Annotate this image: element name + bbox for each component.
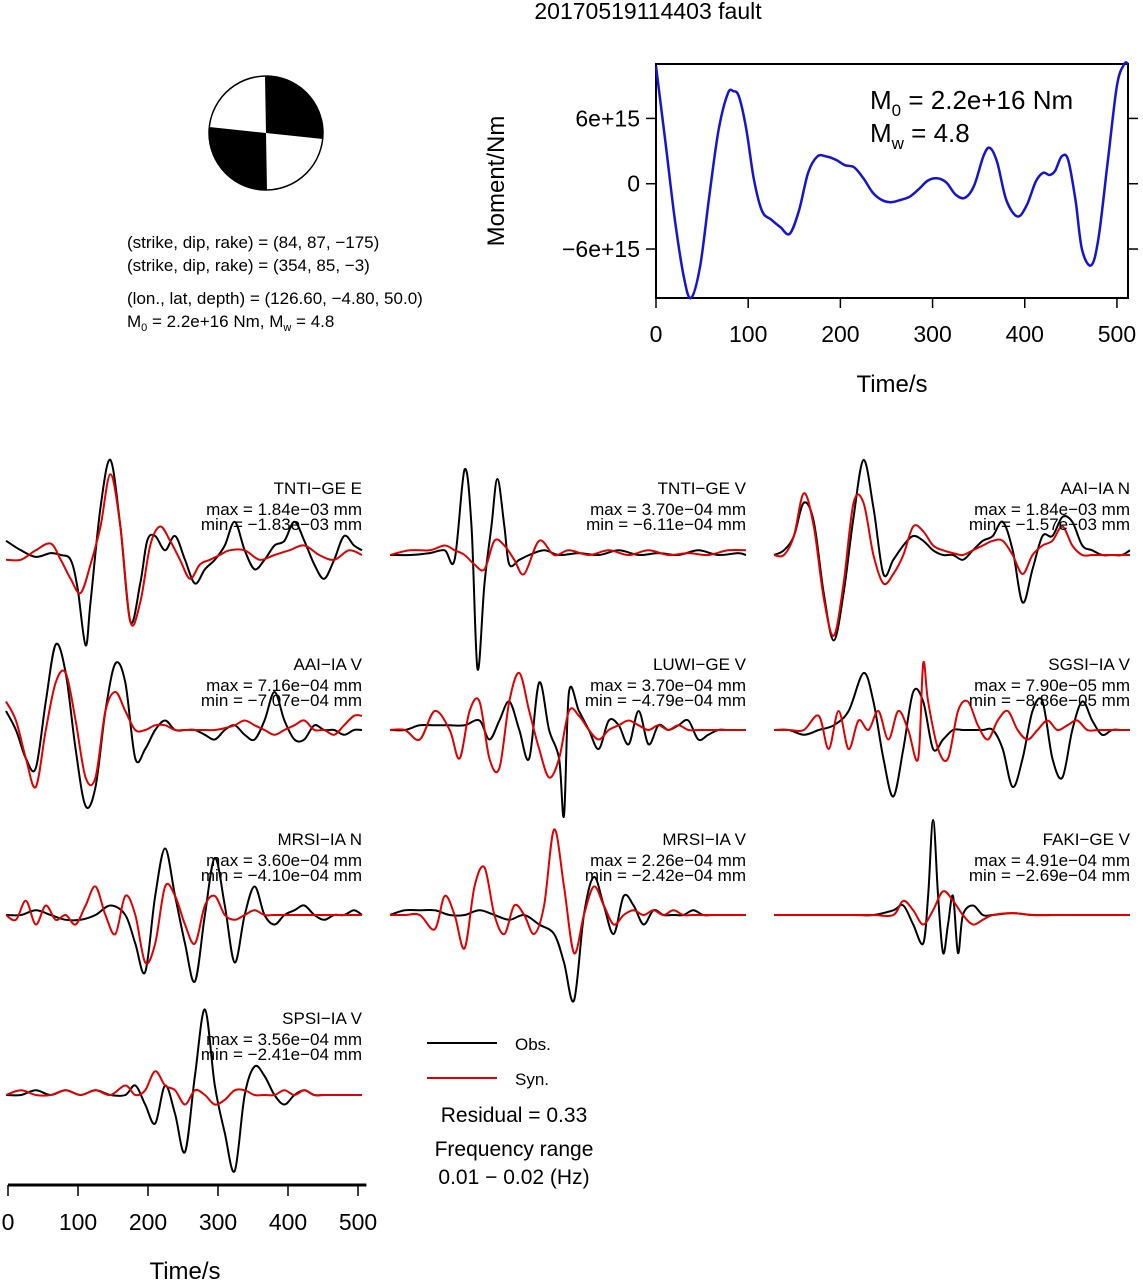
legend-syn-label: Syn. <box>515 1070 549 1089</box>
synthetic-trace <box>389 538 747 576</box>
min-amplitude-label: min = −4.79e−04 mm <box>585 691 746 710</box>
max-amplitude-label: max = 2.26e−04 mm <box>590 851 746 870</box>
max-amplitude-label: max = 3.70e−04 mm <box>590 676 746 695</box>
synthetic-trace <box>389 672 746 779</box>
frequency-range-label: Frequency range <box>435 1138 594 1161</box>
max-amplitude-label: max = 1.84e−03 mm <box>974 500 1130 519</box>
observed-trace <box>773 458 1131 642</box>
waveform-x-tick-label: 400 <box>269 1209 307 1235</box>
max-amplitude-label: max = 4.91e−04 mm <box>974 851 1130 870</box>
stf-axes: 0 100 200 300 400 500 −6e+15 0 6e+15 <box>562 105 1138 347</box>
max-amplitude-label: max = 7.16e−04 mm <box>206 676 362 695</box>
min-amplitude-label: min = −8.86e−05 mm <box>969 691 1130 710</box>
waveform-x-tick-label: 100 <box>59 1209 97 1235</box>
max-amplitude-label: max = 1.84e−03 mm <box>206 500 362 519</box>
station-label: LUWI−GE V <box>653 655 747 674</box>
station-label: FAKI−GE V <box>1043 830 1131 849</box>
stf-x-tick-label: 100 <box>729 321 767 347</box>
min-amplitude-label: min = −4.10e−04 mm <box>201 866 362 885</box>
stf-plot-frame <box>655 63 1129 299</box>
min-amplitude-label: min = −6.11e−04 mm <box>586 515 746 534</box>
synthetic-trace <box>774 660 1130 763</box>
stf-x-tick-label: 200 <box>821 321 859 347</box>
min-amplitude-label: min = −7.07e−04 mm <box>201 691 362 710</box>
stf-magnitude-annotation: Mw = 4.8 <box>870 118 970 153</box>
station-label: MRSI−IA V <box>662 830 746 849</box>
waveform-x-tick-label: 0 <box>2 1209 15 1235</box>
observed-trace <box>389 681 746 818</box>
min-amplitude-label: min = −1.83e−03 mm <box>201 515 362 534</box>
observed-trace <box>5 458 363 647</box>
waveform-x-axis-label: Time/s <box>149 1258 220 1281</box>
station-label: TNTI−GE V <box>658 479 747 498</box>
min-amplitude-label: min = −2.69e−04 mm <box>969 866 1130 885</box>
focal-nodal-plane-2: (strike, dip, rake) = (354, 85, −3) <box>127 256 370 275</box>
min-amplitude-label: min = −2.42e−04 mm <box>585 866 746 885</box>
max-amplitude-label: max = 3.60e−04 mm <box>206 851 362 870</box>
observed-trace <box>5 847 363 983</box>
min-amplitude-label: min = −1.57e−03 mm <box>969 515 1130 534</box>
max-amplitude-label: max = 7.90e−05 mm <box>974 676 1130 695</box>
focal-moment-line: M0 = 2.2e+16 Nm, Mw = 4.8 <box>127 312 334 334</box>
observed-trace <box>389 467 747 671</box>
synthetic-trace <box>390 828 746 955</box>
stf-moment-annotation: M0 = 2.2e+16 Nm <box>870 85 1073 120</box>
stf-x-tick-label: 300 <box>913 321 951 347</box>
station-label: TNTI−GE E <box>274 479 362 498</box>
stf-series-line <box>654 61 1129 300</box>
station-label: MRSI−IA N <box>277 830 362 849</box>
synthetic-trace <box>5 882 362 965</box>
synthetic-trace <box>5 473 363 627</box>
waveform-x-tick-label: 200 <box>129 1209 167 1235</box>
frequency-range-value: 0.01 − 0.02 (Hz) <box>438 1166 589 1189</box>
waveform-x-tick-label: 300 <box>199 1209 237 1235</box>
synthetic-trace <box>5 1070 362 1106</box>
residual-text: Residual = 0.33 <box>441 1104 588 1127</box>
stf-y-tick-label: 0 <box>627 171 640 197</box>
observed-trace <box>773 672 1130 798</box>
min-amplitude-label: min = −2.41e−04 mm <box>201 1045 362 1064</box>
max-amplitude-label: max = 3.56e−04 mm <box>206 1030 362 1049</box>
legend: Obs. Syn. Residual = 0.33 Frequency rang… <box>427 1035 593 1189</box>
max-amplitude-label: max = 3.70e−04 mm <box>590 500 746 519</box>
stf-x-tick-label: 500 <box>1098 321 1136 347</box>
stf-y-tick-label: 6e+15 <box>575 105 640 131</box>
page-title: 20170519114403 fault <box>534 0 762 24</box>
synthetic-trace <box>774 890 1130 926</box>
legend-obs-label: Obs. <box>515 1035 551 1054</box>
station-label: SGSI−IA V <box>1048 655 1130 674</box>
stf-x-tick-label: 0 <box>650 321 663 347</box>
stf-x-axis-label: Time/s <box>856 371 927 398</box>
beachball-compressional-quadrant-sw <box>209 127 267 190</box>
station-label: AAI−IA V <box>293 655 362 674</box>
station-label: AAI−IA N <box>1061 479 1130 498</box>
stf-y-axis-label: Moment/Nm <box>483 116 510 247</box>
focal-nodal-plane-1: (strike, dip, rake) = (84, 87, −175) <box>127 233 379 252</box>
waveform-time-axis: 0 100 200 300 400 500 <box>2 1183 377 1235</box>
synthetic-trace <box>773 492 1130 637</box>
source-time-function-plot: 0 100 200 300 400 500 −6e+15 0 6e+15 M0 = 2.2e+1… <box>483 61 1138 398</box>
stf-y-tick-label: −6e+15 <box>562 236 640 262</box>
focal-location: (lon., lat, depth) = (126.60, −4.80, 50.… <box>127 289 423 308</box>
stf-x-tick-label: 400 <box>1006 321 1044 347</box>
station-label: SPSI−IA V <box>282 1009 363 1028</box>
observed-trace <box>389 875 746 1003</box>
waveform-x-tick-label: 500 <box>339 1209 377 1235</box>
synthetic-trace <box>5 669 363 789</box>
focal-mechanism-beachball <box>208 75 324 191</box>
beachball-compressional-quadrant-ne <box>265 76 323 139</box>
